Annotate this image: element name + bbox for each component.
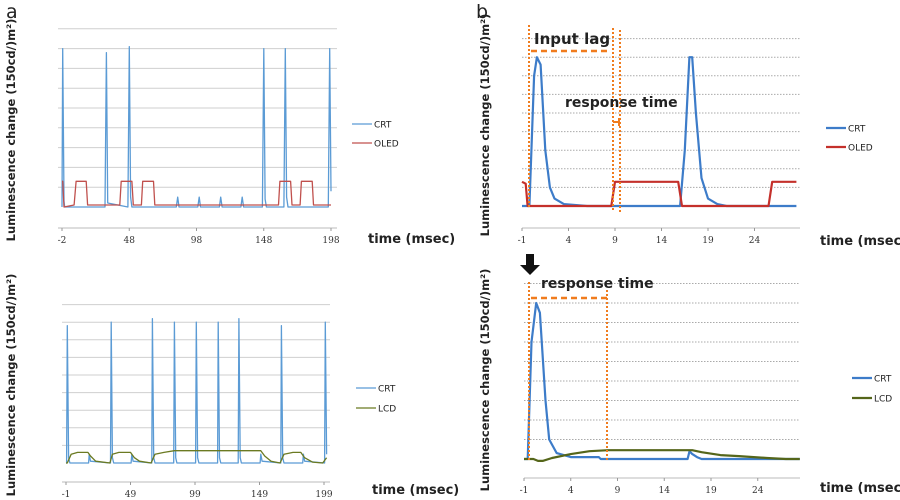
- x-tick-label: 48: [124, 236, 136, 246]
- series-line-crt: [524, 301, 800, 461]
- response-time-bracket: [613, 118, 620, 126]
- x-tick-label: 149: [251, 490, 268, 500]
- y-axis-label: Luminescence change (150cd/)m²): [478, 269, 492, 492]
- x-tick-label: 9: [612, 236, 618, 246]
- legend-label-lcd: LCD: [378, 405, 396, 415]
- x-tick-label: -1: [520, 486, 529, 496]
- series-line-lcd: [524, 449, 800, 462]
- x-tick-label: 198: [322, 236, 339, 246]
- chart-a-bottom: -1 49 99 149 199 time (msec) Luminescence chan…: [4, 274, 459, 500]
- y-axis-label: Luminescence change (150cd/)m²): [478, 14, 492, 237]
- series-line-oled: [62, 180, 331, 208]
- y-axis-label: Luminescence change (150cd/)m²): [4, 274, 18, 497]
- x-tick-label: 49: [125, 490, 137, 500]
- x-tick-label: 98: [191, 236, 203, 246]
- series-line-crt: [61, 45, 332, 208]
- legend-label-oled: OLED: [848, 144, 873, 154]
- series-line-oled: [521, 180, 797, 208]
- series-line-crt: [522, 56, 797, 208]
- annotations: Input lag response time response time: [520, 25, 678, 460]
- x-tick-label: -1: [62, 490, 71, 500]
- x-tick-label: 199: [315, 490, 332, 500]
- x-tick-label: 4: [566, 236, 572, 246]
- x-tick-label: -1: [518, 236, 527, 246]
- legend-label-crt: CRT: [374, 121, 392, 131]
- panel-label-a: a: [6, 1, 18, 23]
- x-tick-label: 24: [749, 236, 761, 246]
- x-tick-label: -2: [58, 236, 67, 246]
- series-line-crt: [65, 318, 328, 464]
- legend-label-crt: CRT: [874, 375, 892, 385]
- chart-a-top: -2 48 98 148 198 time (msec) Luminescence chan…: [4, 19, 455, 247]
- x-axis-label: time (msec): [820, 481, 900, 496]
- x-axis-label: time (msec): [368, 232, 455, 247]
- chart-b-bottom: -1 4 9 14 19 24 time (msec) Luminescence change…: [478, 269, 900, 496]
- arrow-down-icon: [520, 254, 540, 275]
- response-time-label: response time: [565, 95, 678, 111]
- legend-label-oled: OLED: [374, 140, 399, 150]
- input-lag-label: Input lag: [534, 30, 610, 48]
- x-tick-label: 99: [189, 490, 201, 500]
- x-tick-label: 24: [752, 486, 764, 496]
- response-time-label: response time: [541, 276, 654, 292]
- x-tick-label: 19: [702, 236, 714, 246]
- x-tick-label: 9: [615, 486, 621, 496]
- y-axis-label: Luminescence change (150cd/)m²): [4, 19, 18, 242]
- x-axis-label: time (msec): [820, 234, 900, 249]
- series-line-lcd: [66, 450, 328, 464]
- x-tick-label: 148: [255, 236, 272, 246]
- x-tick-label: 19: [705, 486, 717, 496]
- legend-label-lcd: LCD: [874, 395, 892, 405]
- x-tick-label: 14: [659, 486, 671, 496]
- panel-label-b: b: [476, 1, 488, 23]
- x-tick-label: 14: [656, 236, 668, 246]
- x-tick-label: 4: [568, 486, 574, 496]
- legend-label-crt: CRT: [848, 125, 866, 135]
- legend-label-crt: CRT: [378, 385, 396, 395]
- x-axis-label: time (msec): [372, 483, 459, 498]
- chart-b-top: -1 4 9 14 19 24 time (msec) Luminescence change…: [478, 14, 900, 249]
